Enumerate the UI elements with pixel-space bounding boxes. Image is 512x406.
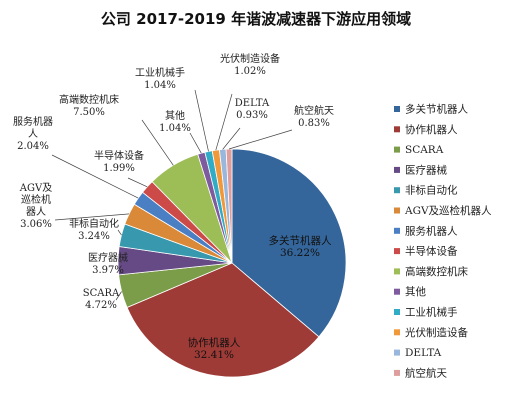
legend-entry: SCARA (405, 144, 444, 156)
legend-swatch (394, 126, 400, 133)
legend-entry: 多关节机器人 (405, 103, 468, 116)
slice-name-label: 其他 (165, 109, 185, 122)
slice-name-label: 服务机器 (13, 115, 53, 128)
slice-value-label: 3.97% (92, 265, 124, 276)
pie-slice (231, 148, 347, 338)
slice-value-label: 0.83% (298, 118, 330, 129)
slice-name-label: AGV及 (19, 182, 52, 194)
legend-swatch (394, 369, 400, 376)
slice-value-label: 32.41% (194, 349, 234, 361)
legend-swatch (394, 309, 400, 315)
slice-value-label: 3.06% (20, 219, 52, 230)
legend-entry: AGV及巡检机器人 (404, 204, 492, 217)
legend-entry: 其他 (405, 285, 426, 298)
legend-swatch (394, 329, 400, 336)
slice-value-label: 1.04% (144, 80, 176, 91)
slice-value-label: 4.72% (85, 300, 117, 311)
leader-line (194, 89, 209, 152)
slice-name-label: 医疗器械 (88, 251, 128, 264)
slice-name-label: SCARA (83, 288, 120, 299)
slice-name-label: 非标自动化 (69, 217, 119, 230)
legend-entry: DELTA (405, 347, 442, 359)
slice-name-label: 人 (28, 128, 38, 140)
leader-line (127, 177, 148, 188)
slice-name-label: 巡检机 (21, 193, 51, 206)
pie-slices (117, 148, 347, 378)
slice-name-label: 光伏制造设备 (220, 52, 280, 65)
legend-entry: 医疗器械 (405, 163, 447, 176)
legend-swatch (394, 268, 400, 275)
legend-swatch (394, 349, 400, 356)
slice-value-label: 1.99% (103, 163, 135, 174)
legend-swatch (394, 146, 400, 153)
slice-value-label: 2.04% (17, 141, 49, 152)
slice-value-label: 3.24% (78, 231, 110, 242)
legend-swatch (394, 166, 400, 173)
leader-line (117, 260, 123, 264)
leader-line (215, 93, 233, 151)
leader-line (222, 127, 241, 150)
legend-entry: 协作机器人 (405, 123, 458, 136)
slice-name-label: DELTA (235, 98, 270, 109)
slice-name-label: 高端数控机床 (59, 93, 119, 106)
slice-name-label: 航空航天 (294, 104, 334, 117)
legend-entry: 航空航天 (405, 366, 447, 379)
legend-swatch (394, 227, 400, 234)
leader-line (51, 154, 139, 199)
slice-name-label: 器人 (26, 206, 46, 218)
legend-entry: 工业机械手 (405, 306, 458, 319)
slice-value-label: 0.93% (236, 110, 268, 121)
slice-name-label: 协作机器人 (188, 336, 241, 349)
leader-line (115, 291, 122, 301)
legend-swatch (394, 207, 400, 214)
slice-name-label: 半导体设备 (94, 149, 144, 162)
legend-swatch (394, 248, 400, 255)
leader-line (54, 213, 130, 221)
slice-name-label: 工业机械手 (135, 66, 185, 79)
legend-entry: 高端数控机床 (405, 265, 468, 278)
slice-value-label: 1.02% (234, 66, 266, 77)
legend-entry: 服务机器人 (405, 224, 458, 237)
slice-value-label: 36.22% (280, 247, 320, 259)
leader-line (141, 119, 174, 166)
chart-title: 公司 2017-2019 年谐波减速器下游应用领域 (100, 10, 412, 28)
slice-name-label: 多关节机器人 (269, 234, 332, 247)
legend-swatch (394, 187, 400, 194)
legend-swatch (394, 288, 400, 295)
pie-slice (126, 262, 320, 378)
leader-line (228, 129, 293, 150)
slice-value-label: 7.50% (73, 107, 105, 118)
legend-entry: 半导体设备 (405, 245, 458, 258)
leader-lines (51, 89, 293, 301)
legend-swatch (394, 106, 400, 112)
leader-line (117, 229, 122, 236)
legend-entry: 非标自动化 (405, 184, 458, 197)
slice-value-label: 1.04% (159, 123, 191, 134)
legend-entry: 光伏制造设备 (405, 326, 468, 339)
leader-line (189, 132, 202, 154)
